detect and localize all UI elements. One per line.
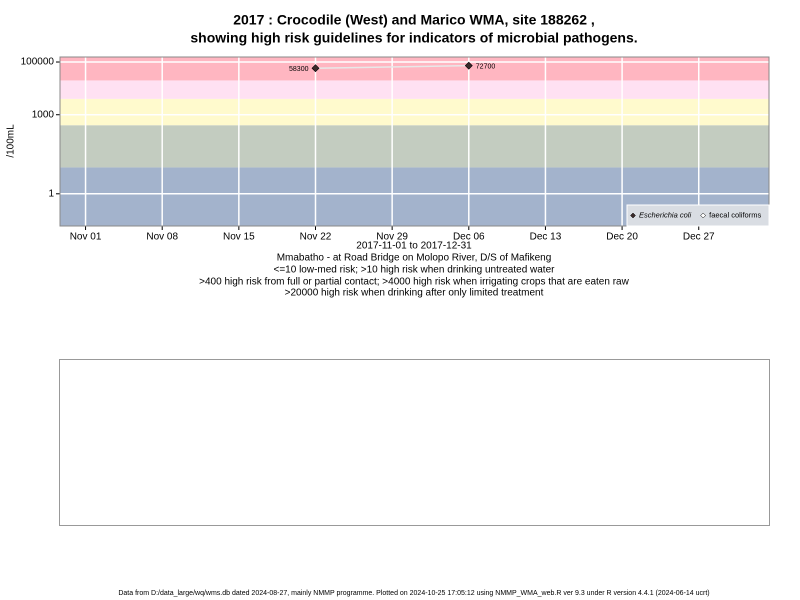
plot-frame bbox=[59, 56, 770, 227]
risk-band bbox=[60, 57, 769, 81]
risk-bands bbox=[60, 57, 769, 226]
y-axis-label: /100mL bbox=[6, 124, 17, 158]
subtitle: Mmabatho - at Road Bridge on Molopo Rive… bbox=[277, 253, 552, 264]
chart-title: 2017 : Crocodile (West) and Marico WMA, … bbox=[233, 12, 595, 28]
legend-marker bbox=[700, 212, 706, 219]
subtitle: >400 high risk from full or partial cont… bbox=[199, 277, 629, 288]
subtitle: >20000 high risk when drinking after onl… bbox=[285, 288, 544, 299]
legend-label: faecal coliforms bbox=[709, 210, 761, 219]
series-line bbox=[315, 64, 469, 69]
risk-band bbox=[60, 125, 769, 168]
data-point bbox=[311, 64, 320, 73]
subtitle: 2017-11-01 to 2017-12-31 bbox=[356, 241, 472, 252]
x-tick-label: Nov 01 bbox=[70, 232, 102, 243]
y-tick-label: 1 bbox=[48, 188, 54, 199]
legend-label: Escherichia coli bbox=[639, 210, 691, 219]
data-point bbox=[464, 61, 473, 70]
x-tick-label: Nov 22 bbox=[300, 232, 332, 243]
x-tick-label: Dec 06 bbox=[453, 232, 485, 243]
subtitle: <=10 low-med risk; >10 high risk when dr… bbox=[274, 265, 556, 276]
x-tick-label: Nov 15 bbox=[223, 232, 255, 243]
x-tick-label: Dec 20 bbox=[606, 232, 638, 243]
y-tick-label: 100000 bbox=[21, 57, 55, 68]
y-tick-label: 1000 bbox=[32, 109, 55, 120]
data-label: 72700 bbox=[476, 64, 496, 71]
risk-band bbox=[60, 98, 769, 126]
x-tick-label: Dec 13 bbox=[530, 232, 562, 243]
data-label: 58300 bbox=[289, 66, 309, 73]
x-tick-label: Nov 08 bbox=[146, 232, 178, 243]
legend-marker bbox=[630, 212, 636, 219]
x-tick-label: Nov 29 bbox=[376, 232, 408, 243]
x-tick-label: Dec 27 bbox=[683, 232, 715, 243]
risk-band bbox=[60, 80, 769, 99]
footer: Data from D:/data_large/wq/wms.db dated … bbox=[118, 590, 709, 597]
chart-title: showing high risk guidelines for indicat… bbox=[190, 30, 637, 46]
empty-panel bbox=[59, 359, 770, 526]
legend-box bbox=[626, 204, 770, 227]
